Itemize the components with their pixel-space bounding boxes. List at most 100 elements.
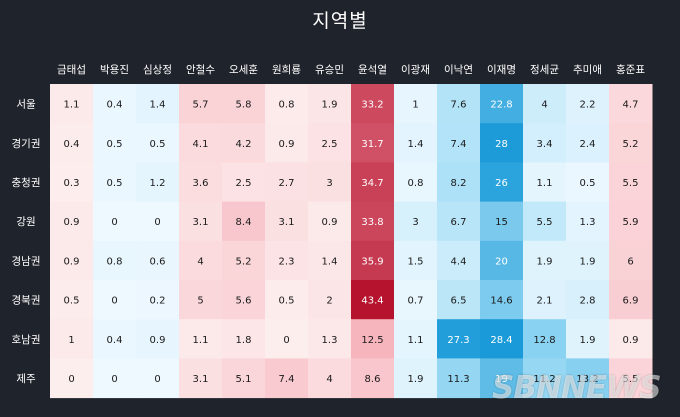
cell-value-label: 3.1 <box>193 374 209 385</box>
heatmap-cell <box>437 162 481 203</box>
heatmap-cell <box>566 84 610 124</box>
heatmap-cell <box>523 319 567 359</box>
heatmap-cell <box>222 280 266 320</box>
heatmap-cell <box>136 84 180 124</box>
row-header: 호남권 <box>12 334 41 346</box>
heatmap-cell <box>50 280 94 320</box>
heatmap-cell <box>394 162 438 203</box>
heatmap-cell <box>394 319 438 359</box>
heatmap-cell <box>50 84 94 124</box>
cell-value-label: 33.8 <box>361 217 383 228</box>
heatmap-cell <box>437 84 481 124</box>
cell-value-label: 33.2 <box>361 100 383 111</box>
heatmap-cell <box>265 319 309 359</box>
column-header: 이낙연 <box>444 64 473 76</box>
cell-value-label: 2.4 <box>580 139 596 150</box>
column-header: 안철수 <box>186 64 215 76</box>
cell-value-label: 0 <box>68 374 74 385</box>
cell-value-label: 0 <box>111 374 117 385</box>
heatmap-cell <box>394 280 438 320</box>
cell-value-label: 11.2 <box>533 374 555 385</box>
cell-value-label: 14.6 <box>490 296 512 307</box>
heatmap-cell <box>136 162 180 203</box>
heatmap-cell <box>480 84 524 124</box>
cell-value-label: 0.8 <box>107 256 123 267</box>
cell-value-label: 1.1 <box>408 335 424 346</box>
heatmap-cell <box>523 358 567 399</box>
heatmap-cell <box>136 358 180 399</box>
cell-value-label: 6.7 <box>451 217 467 228</box>
cell-value-label: 4 <box>541 100 547 111</box>
row-header: 강원 <box>16 216 35 228</box>
cell-value-label: 1.8 <box>236 335 252 346</box>
cell-value-label: 4 <box>326 374 332 385</box>
row-header: 서울 <box>16 99 36 111</box>
heatmap-cell <box>265 123 309 163</box>
column-header: 오세훈 <box>229 63 258 76</box>
heatmap-cell <box>136 123 180 163</box>
heatmap-cell <box>566 162 610 203</box>
heatmap-cell <box>265 280 309 320</box>
cell-value-label: 0.5 <box>150 139 166 150</box>
cell-value-label: 0.7 <box>408 296 424 307</box>
cell-value-label: 13.2 <box>576 374 598 385</box>
heatmap-cell <box>394 201 438 242</box>
cell-value-label: 6.9 <box>623 296 639 307</box>
heatmap-cell <box>93 319 137 359</box>
heatmap-cell <box>609 84 653 124</box>
heatmap-cell <box>351 201 395 242</box>
heatmap-cell <box>50 319 94 359</box>
heatmap-cell <box>437 280 481 320</box>
heatmap-cell <box>609 319 653 359</box>
heatmap-cell <box>480 123 524 163</box>
heatmap-cell <box>265 84 309 124</box>
cell-value-label: 12.5 <box>361 335 383 346</box>
cell-value-label: 2.2 <box>580 100 596 111</box>
heatmap-cell <box>136 201 180 242</box>
cell-value-label: 5.1 <box>236 374 252 385</box>
column-header: 원희룡 <box>272 64 301 76</box>
cell-value-label: 1.3 <box>580 217 596 228</box>
cell-value-label: 4 <box>197 256 203 267</box>
heatmap-cell <box>50 358 94 399</box>
heatmap-cell <box>265 162 309 203</box>
heatmap-cell <box>93 280 137 320</box>
cell-value-label: 5.5 <box>537 217 553 228</box>
heatmap-cell <box>394 123 438 163</box>
heatmap-cell <box>394 84 438 124</box>
column-header: 이재명 <box>487 64 516 76</box>
cell-value-label: 3.1 <box>193 217 209 228</box>
cell-value-label: 1.9 <box>580 335 596 346</box>
cell-value-label: 1.5 <box>408 256 424 267</box>
heatmap-cell <box>394 240 438 281</box>
cell-value-label: 20 <box>495 256 508 267</box>
column-header: 유승민 <box>315 64 344 76</box>
heatmap-cell <box>351 123 395 163</box>
cell-value-label: 0.8 <box>408 178 424 189</box>
column-header: 이광재 <box>401 64 430 76</box>
cell-value-label: 0.5 <box>107 178 123 189</box>
cell-value-label: 1.1 <box>537 178 553 189</box>
heatmap-cell <box>480 162 524 203</box>
cell-value-label: 0.4 <box>107 335 123 346</box>
cell-value-label: 1.1 <box>193 335 209 346</box>
cell-value-label: 0 <box>154 374 160 385</box>
heatmap-cell <box>179 123 223 163</box>
cell-value-label: 0.9 <box>623 335 639 346</box>
heatmap-cell <box>308 358 352 399</box>
cell-value-label: 1.4 <box>150 100 166 111</box>
cell-value-label: 0.3 <box>64 178 80 189</box>
heatmap-cell <box>609 240 653 281</box>
cell-value-label: 2.7 <box>279 178 295 189</box>
heatmap-cell <box>351 319 395 359</box>
cell-value-label: 7.6 <box>451 100 467 111</box>
heatmap-cell <box>351 162 395 203</box>
heatmap-cell <box>308 319 352 359</box>
cell-value-label: 27.3 <box>447 335 469 346</box>
heatmap-cell <box>136 240 180 281</box>
heatmap-cell <box>437 240 481 281</box>
cell-value-label: 3.4 <box>537 139 553 150</box>
cell-value-label: 1.1 <box>64 100 80 111</box>
cell-value-label: 0.6 <box>150 256 166 267</box>
cell-value-label: 2.8 <box>580 296 596 307</box>
